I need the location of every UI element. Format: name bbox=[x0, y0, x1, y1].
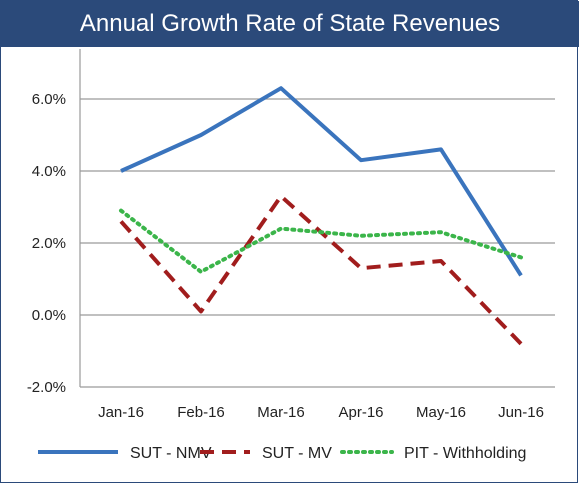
y-tick-label: -2.0% bbox=[27, 379, 66, 396]
series-line-sut-nmv bbox=[120, 86, 523, 277]
chart-title: Annual Growth Rate of State Revenues bbox=[1, 1, 579, 47]
series-line-sut-mv bbox=[119, 194, 523, 346]
legend: SUT - NMV SUT - MV PIT - Withholding bbox=[38, 445, 526, 462]
x-tick-label: Feb-16 bbox=[177, 404, 225, 421]
series-line-pit-withholding bbox=[119, 208, 523, 274]
y-tick-label: 4.0% bbox=[32, 163, 66, 180]
series-lines bbox=[119, 86, 523, 346]
y-tick-label: 6.0% bbox=[32, 91, 66, 108]
x-tick-label: Jun-16 bbox=[498, 404, 544, 421]
y-tick-label: 2.0% bbox=[32, 235, 66, 252]
x-tick-label: Mar-16 bbox=[257, 404, 305, 421]
x-axis-ticks: Jan-16 Feb-16 Mar-16 Apr-16 May-16 Jun-16 bbox=[98, 404, 544, 421]
x-tick-label: Apr-16 bbox=[338, 404, 383, 421]
legend-label: PIT - Withholding bbox=[404, 445, 526, 462]
legend-label: SUT - NMV bbox=[130, 445, 212, 462]
legend-label: SUT - MV bbox=[262, 445, 332, 462]
x-tick-label: May-16 bbox=[416, 404, 466, 421]
y-tick-label: 0.0% bbox=[32, 307, 66, 324]
y-axis-ticks: -2.0% 0.0% 2.0% 4.0% 6.0% bbox=[27, 91, 66, 396]
x-tick-label: Jan-16 bbox=[98, 404, 144, 421]
